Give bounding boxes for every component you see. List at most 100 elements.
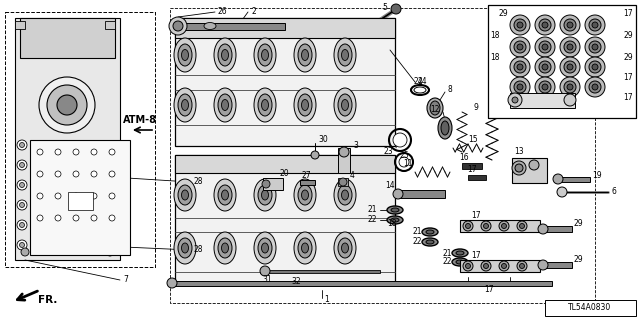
Text: 13: 13 (514, 147, 524, 157)
Bar (338, 148, 350, 173)
Circle shape (17, 140, 27, 150)
Circle shape (567, 84, 573, 90)
Circle shape (109, 231, 117, 239)
Ellipse shape (391, 208, 399, 212)
Text: 10: 10 (504, 108, 514, 116)
Ellipse shape (430, 101, 440, 115)
Circle shape (465, 263, 470, 269)
Ellipse shape (438, 117, 452, 139)
Ellipse shape (174, 88, 196, 122)
Circle shape (560, 77, 580, 97)
Ellipse shape (294, 88, 316, 122)
Circle shape (512, 97, 518, 103)
Text: 4: 4 (350, 170, 355, 180)
Circle shape (517, 84, 523, 90)
Ellipse shape (182, 243, 189, 253)
Text: 21: 21 (413, 227, 422, 236)
Bar (510, 93, 575, 108)
Text: 17: 17 (467, 166, 477, 174)
Circle shape (21, 248, 29, 256)
Circle shape (514, 61, 526, 73)
Text: 18: 18 (387, 219, 397, 228)
Ellipse shape (214, 88, 236, 122)
Ellipse shape (422, 238, 438, 246)
Ellipse shape (338, 185, 352, 205)
Circle shape (463, 221, 473, 231)
Circle shape (539, 81, 551, 93)
Circle shape (481, 221, 491, 231)
Circle shape (393, 189, 403, 199)
Circle shape (173, 21, 183, 31)
Circle shape (167, 278, 177, 288)
Ellipse shape (456, 251, 464, 255)
Circle shape (560, 57, 580, 77)
Circle shape (169, 17, 187, 35)
Circle shape (508, 93, 522, 107)
Circle shape (106, 248, 114, 256)
Circle shape (560, 37, 580, 57)
Text: 19: 19 (592, 172, 602, 181)
Bar (462, 163, 482, 169)
Circle shape (514, 81, 526, 93)
Ellipse shape (342, 100, 349, 110)
Ellipse shape (426, 230, 434, 234)
Circle shape (592, 44, 598, 50)
Text: 8: 8 (448, 85, 452, 94)
Circle shape (55, 171, 61, 177)
Bar (175, 155, 395, 285)
Ellipse shape (182, 49, 189, 61)
Bar (263, 178, 283, 190)
Ellipse shape (214, 38, 236, 72)
Circle shape (109, 193, 115, 199)
Bar (175, 155, 395, 173)
Ellipse shape (422, 228, 438, 236)
Bar (395, 190, 445, 198)
Circle shape (585, 15, 605, 35)
Circle shape (109, 171, 115, 177)
Circle shape (19, 143, 24, 147)
Text: 17: 17 (623, 93, 633, 102)
Circle shape (542, 44, 548, 50)
Ellipse shape (456, 260, 464, 264)
Ellipse shape (258, 44, 272, 66)
Circle shape (399, 157, 409, 167)
Ellipse shape (174, 232, 196, 264)
Ellipse shape (294, 38, 316, 72)
Ellipse shape (254, 88, 276, 122)
Circle shape (91, 171, 97, 177)
Circle shape (73, 215, 79, 221)
Circle shape (37, 171, 43, 177)
Circle shape (592, 22, 598, 28)
Bar (105, 21, 115, 29)
Circle shape (91, 149, 97, 155)
Text: 18: 18 (490, 31, 500, 40)
Ellipse shape (178, 94, 192, 116)
Ellipse shape (342, 190, 349, 200)
Bar (540, 262, 572, 268)
Text: 29: 29 (623, 53, 633, 62)
Circle shape (585, 57, 605, 77)
Text: 3: 3 (353, 142, 358, 151)
Circle shape (37, 193, 43, 199)
Circle shape (55, 193, 61, 199)
Circle shape (592, 64, 598, 70)
Text: 6: 6 (612, 188, 617, 197)
Circle shape (73, 171, 79, 177)
Bar (540, 226, 572, 232)
Bar (175, 23, 285, 30)
Circle shape (564, 41, 576, 53)
Circle shape (339, 147, 349, 157)
Text: 26: 26 (218, 6, 228, 16)
Bar (468, 175, 486, 180)
Text: 32: 32 (291, 278, 301, 286)
Circle shape (17, 180, 27, 190)
Bar (30, 140, 130, 255)
Bar (170, 8, 595, 303)
Bar (260, 270, 380, 273)
Circle shape (510, 37, 530, 57)
Bar (512, 158, 547, 183)
Circle shape (502, 263, 506, 269)
Ellipse shape (218, 44, 232, 66)
Circle shape (535, 37, 555, 57)
Ellipse shape (218, 238, 232, 258)
